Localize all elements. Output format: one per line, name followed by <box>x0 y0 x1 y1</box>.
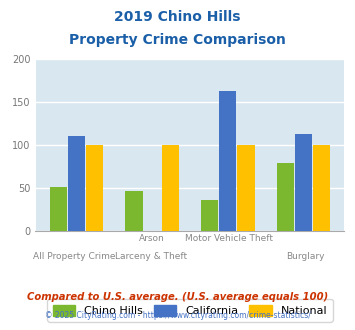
Text: © 2025 CityRating.com - https://www.cityrating.com/crime-statistics/: © 2025 CityRating.com - https://www.city… <box>45 311 310 320</box>
Bar <box>277 163 294 231</box>
Text: Motor Vehicle Theft: Motor Vehicle Theft <box>185 234 273 243</box>
Text: All Property Crime: All Property Crime <box>33 252 115 261</box>
Bar <box>313 145 330 231</box>
Legend: Chino Hills, California, National: Chino Hills, California, National <box>47 299 333 321</box>
Text: Property Crime Comparison: Property Crime Comparison <box>69 33 286 47</box>
Bar <box>295 134 312 231</box>
Bar <box>219 91 236 231</box>
Bar <box>50 187 67 231</box>
Bar <box>68 136 85 231</box>
Text: Arson: Arson <box>138 234 164 243</box>
Bar <box>201 200 218 231</box>
Text: Burglary: Burglary <box>286 252 325 261</box>
Bar <box>237 145 255 231</box>
Text: Compared to U.S. average. (U.S. average equals 100): Compared to U.S. average. (U.S. average … <box>27 292 328 302</box>
Text: 2019 Chino Hills: 2019 Chino Hills <box>114 10 241 24</box>
Bar <box>125 191 143 231</box>
Bar <box>86 145 103 231</box>
Bar <box>162 145 179 231</box>
Text: Larceny & Theft: Larceny & Theft <box>115 252 187 261</box>
